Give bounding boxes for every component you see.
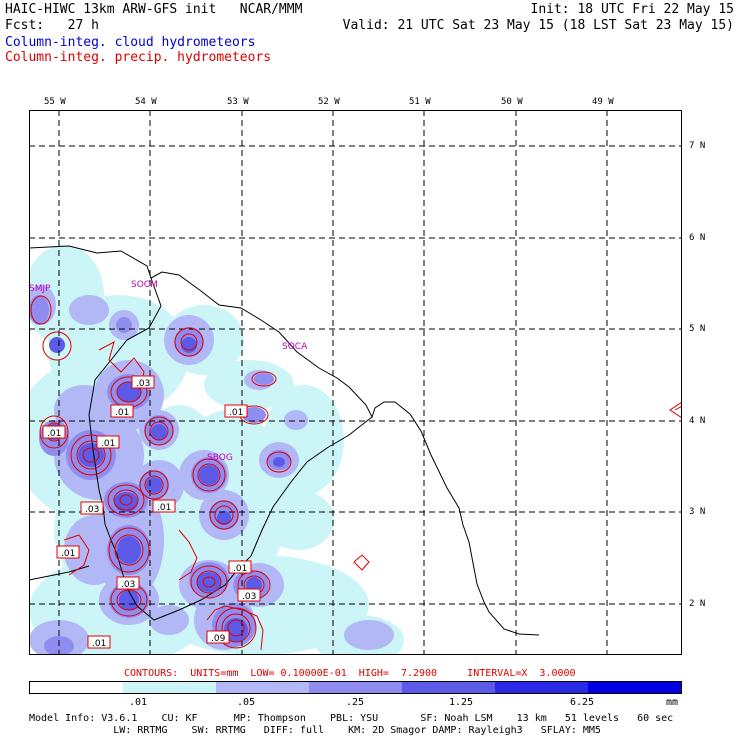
- contour-label: .03: [237, 588, 261, 602]
- contour-label: .01: [152, 499, 176, 513]
- colorbar-label: .25: [346, 697, 365, 708]
- lon-label-51w: 51 W: [409, 97, 431, 107]
- station-smjp: SMJP: [29, 284, 51, 294]
- svg-text:.01: .01: [101, 439, 115, 449]
- legend-cloud: Column-integ. cloud hydrometeors: [5, 35, 256, 50]
- contour-label: .01: [42, 425, 66, 439]
- colorbar-bin: [495, 682, 588, 693]
- svg-text:.01: .01: [92, 639, 106, 649]
- lat-label-2n: 2 N: [689, 599, 706, 609]
- lon-label-49w: 49 W: [592, 97, 614, 107]
- colorbar-bin: [30, 682, 123, 693]
- title-line: HAIC-HIWC 13km ARW-GFS init NCAR/MMM: [5, 2, 303, 17]
- lat-label-3n: 3 N: [689, 507, 706, 517]
- svg-text:.03: .03: [85, 505, 99, 515]
- svg-text:.09: .09: [211, 634, 226, 644]
- lat-label-4n: 4 N: [689, 416, 706, 426]
- colorbar-bin: [309, 682, 402, 693]
- colorbar: [29, 681, 682, 694]
- lon-label-55w: 55 W: [44, 97, 66, 107]
- svg-text:.03: .03: [136, 379, 150, 389]
- contour-label: .09: [206, 630, 230, 644]
- contour-label: .01: [96, 435, 120, 449]
- svg-text:.01: .01: [115, 408, 129, 418]
- init-time: Init: 18 UTC Fri 22 May 15: [530, 2, 735, 17]
- contour-label: .03: [80, 501, 104, 515]
- colorbar-label: .05: [237, 697, 256, 708]
- station-sbog: SBOG: [207, 453, 233, 463]
- lon-label-50w: 50 W: [501, 97, 523, 107]
- colorbar-units: mm: [666, 697, 679, 708]
- model-info-line1: Model Info: V3.6.1 CU: KF MP: Thompson P…: [29, 713, 674, 724]
- lon-label-52w: 52 W: [318, 97, 340, 107]
- svg-text:.01: .01: [61, 549, 75, 559]
- forecast-map: SMJP SOCM SOCA SBOG .03 .01 .01 .01 .01 …: [29, 110, 682, 655]
- valid-time: Valid: 21 UTC Sat 23 May 15 (18 LST Sat …: [342, 18, 734, 33]
- colorbar-bin: [123, 682, 216, 693]
- forecast-hour: Fcst: 27 h: [5, 18, 99, 33]
- contour-label: .01: [228, 560, 252, 574]
- colorbar-bin: [216, 682, 309, 693]
- contour-label: .01: [110, 404, 134, 418]
- colorbar-label: 6.25: [570, 697, 595, 708]
- svg-text:.03: .03: [242, 592, 256, 602]
- legend-precip: Column-integ. precip. hydrometeors: [5, 50, 272, 65]
- contour-info: CONTOURS: UNITS=mm LOW= 0.10000E-01 HIGH…: [124, 668, 576, 679]
- lon-label-53w: 53 W: [227, 97, 249, 107]
- colorbar-label: 1.25: [449, 697, 474, 708]
- lon-label-54w: 54 W: [135, 97, 157, 107]
- map-frame: [29, 110, 682, 655]
- contour-label: .01: [56, 545, 80, 559]
- colorbar-bin: [402, 682, 495, 693]
- station-soca: SOCA: [282, 342, 308, 352]
- svg-text:.01: .01: [229, 408, 243, 418]
- svg-text:.01: .01: [233, 564, 247, 574]
- contour-labels: .03 .01 .01 .01 .01 .03 .01 .01 .03 .01 …: [42, 375, 261, 649]
- lat-lon-grid: [29, 110, 682, 655]
- contour-label: .01: [87, 635, 111, 649]
- svg-text:.01: .01: [157, 503, 171, 513]
- svg-text:.03: .03: [121, 580, 135, 590]
- lat-label-6n: 6 N: [689, 233, 706, 243]
- model-info-line2: LW: RRTMG SW: RRTMG DIFF: full KM: 2D Sm…: [29, 725, 601, 736]
- lat-label-5n: 5 N: [689, 324, 706, 334]
- station-socm: SOCM: [131, 280, 158, 290]
- svg-text:.01: .01: [47, 429, 61, 439]
- contour-label: .03: [116, 576, 140, 590]
- lat-label-7n: 7 N: [689, 141, 706, 151]
- contour-label: .01: [224, 404, 248, 418]
- contour-label: .03: [131, 375, 155, 389]
- colorbar-bin: [588, 682, 681, 693]
- colorbar-label: .01: [129, 697, 148, 708]
